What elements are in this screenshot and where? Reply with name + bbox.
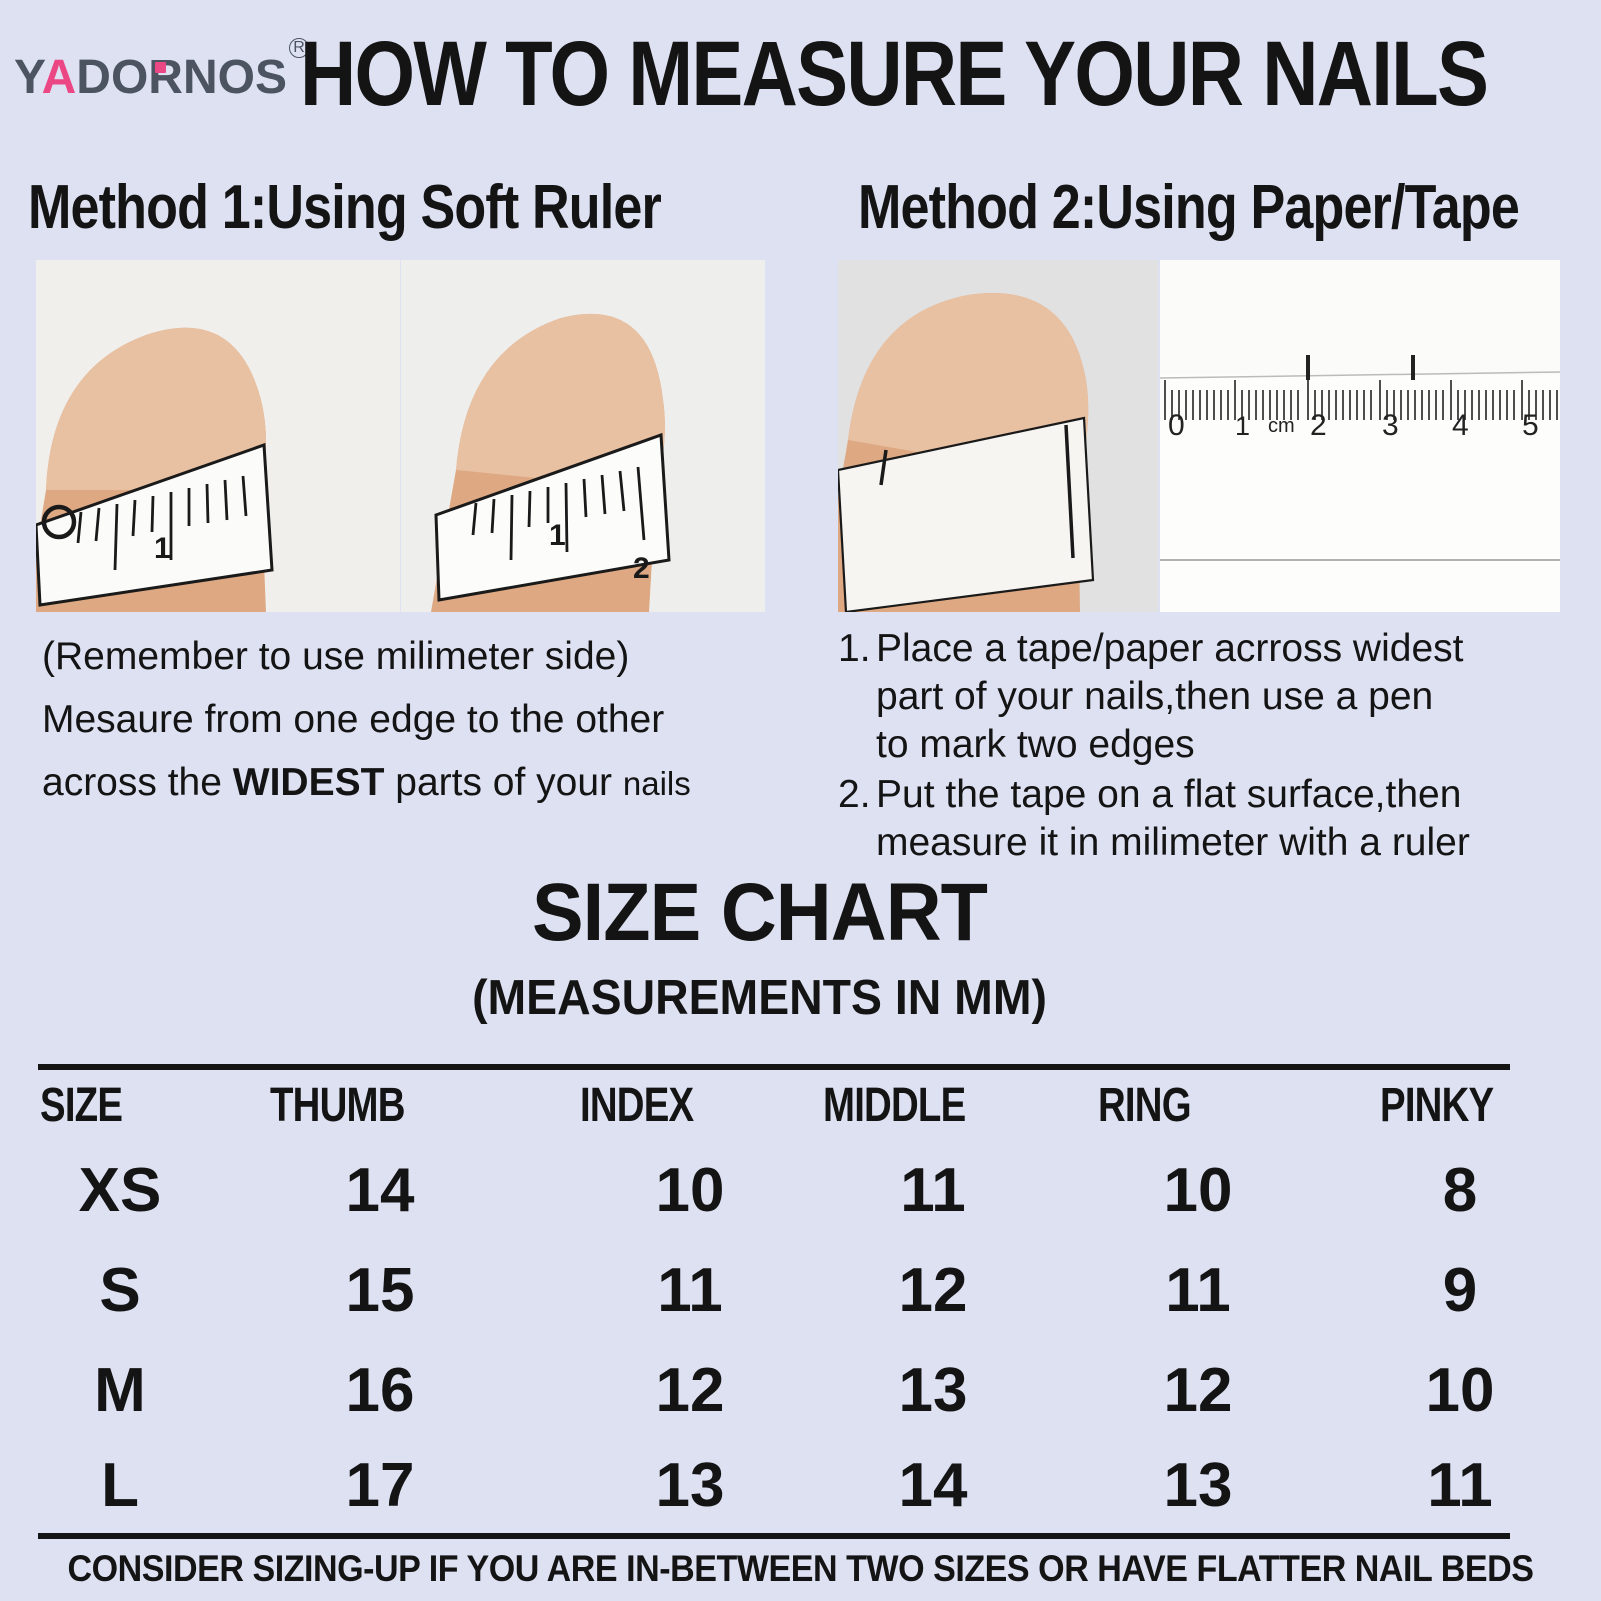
svg-text:0: 0 [1168,409,1185,442]
svg-text:2: 2 [633,552,650,585]
svg-text:3: 3 [1382,409,1399,442]
svg-text:2: 2 [1310,409,1327,442]
svg-text:4: 4 [1452,409,1469,442]
svg-text:1: 1 [154,532,171,565]
svg-text:cm: cm [1268,415,1295,437]
svg-text:5: 5 [1522,409,1539,442]
svg-text:1: 1 [1235,411,1250,441]
svg-text:1: 1 [549,519,566,552]
